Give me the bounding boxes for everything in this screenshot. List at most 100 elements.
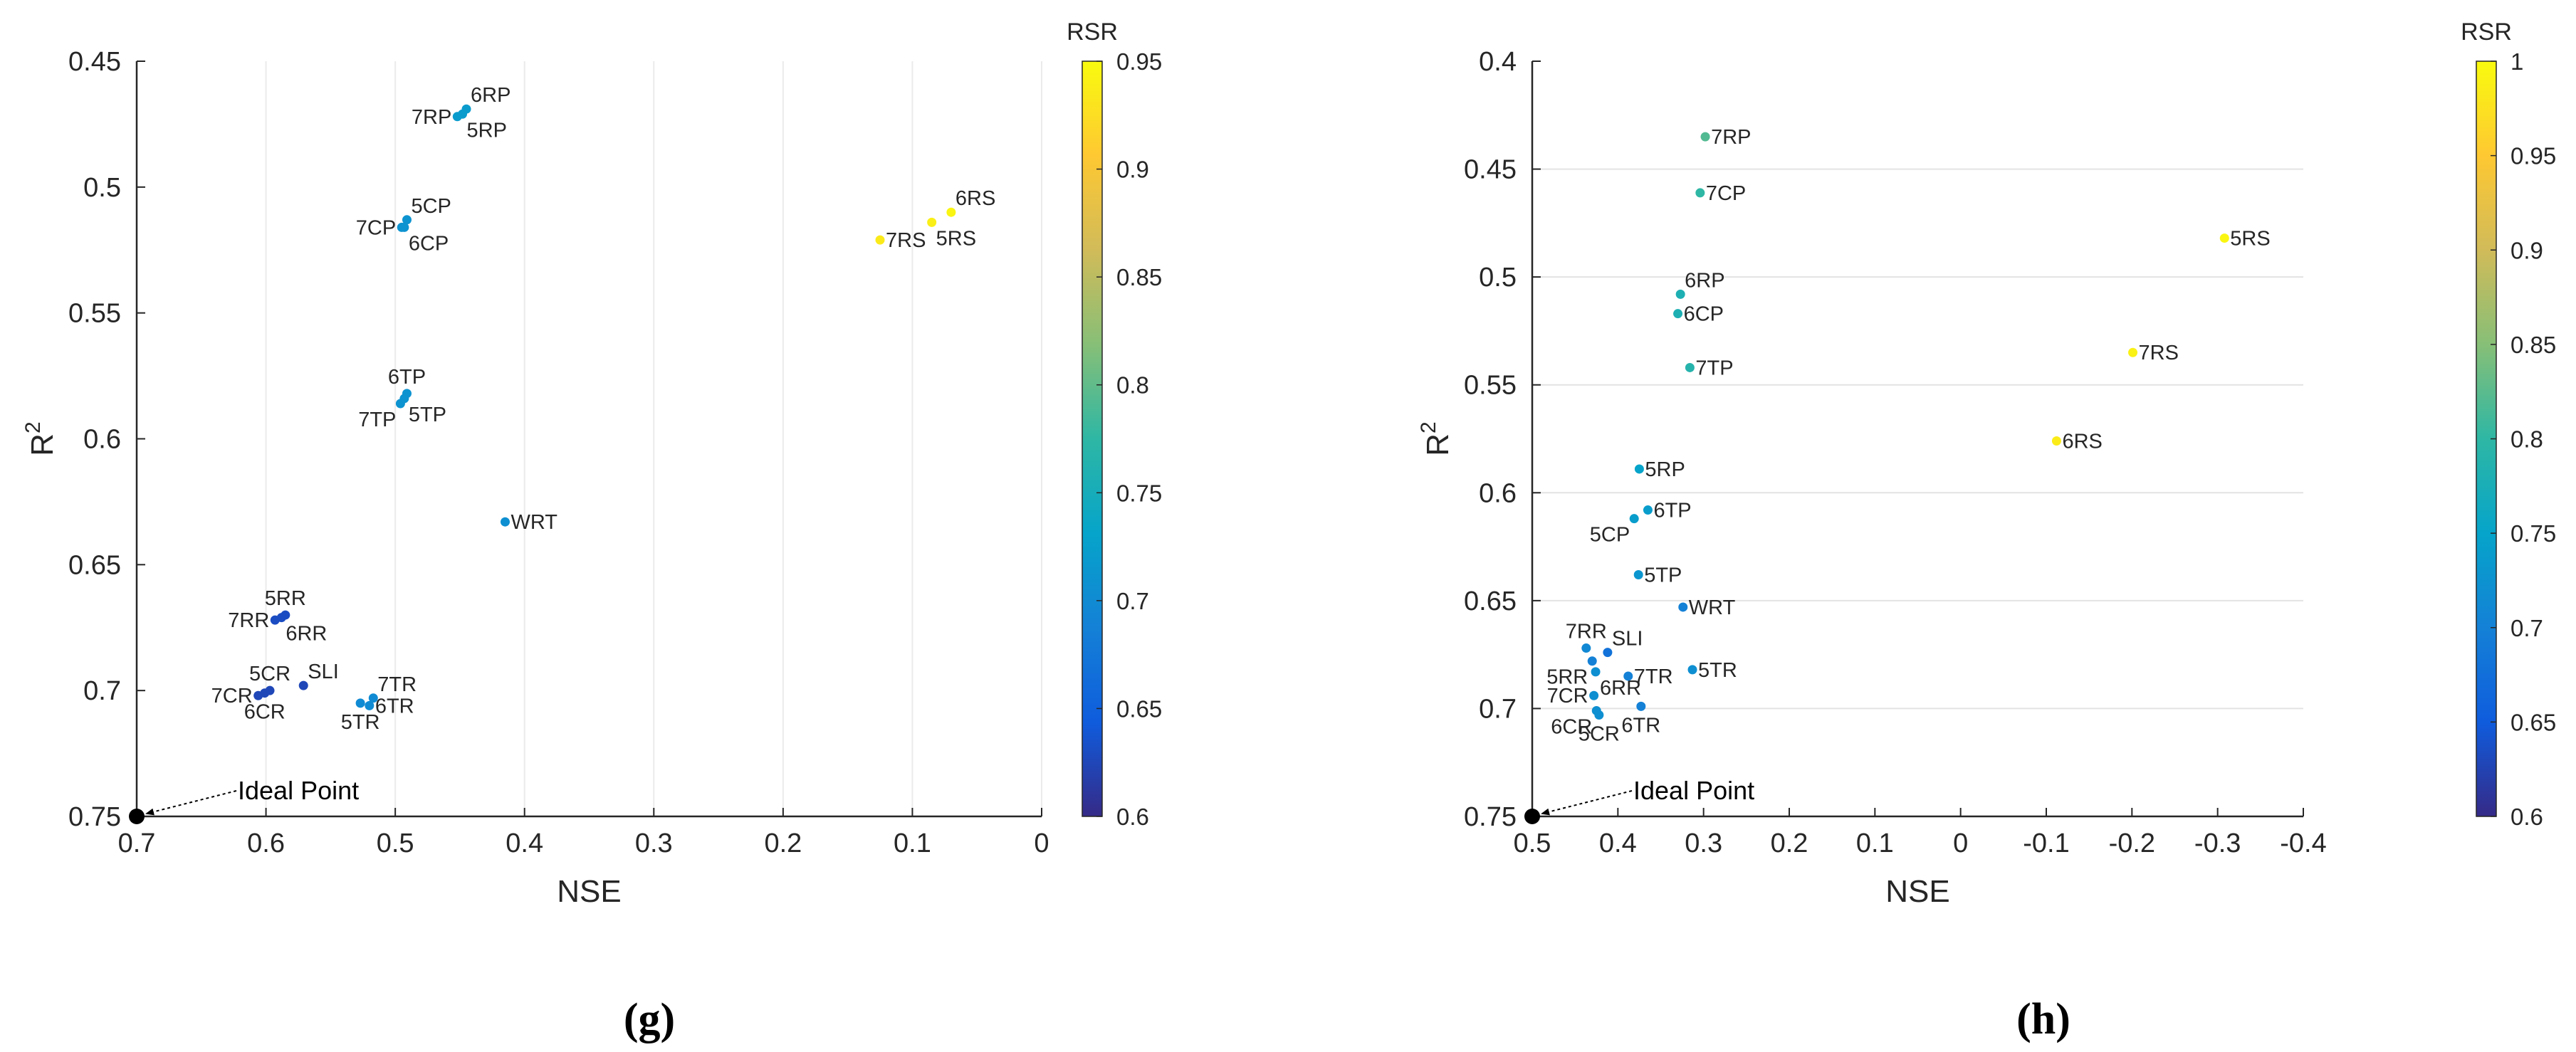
data-point-6tp (1643, 505, 1653, 515)
data-point-5tr (1687, 665, 1697, 675)
data-label-6rr: 6RR (286, 623, 327, 646)
data-point-6cp (399, 222, 409, 232)
chart-g-y-tick-label: 0.55 (68, 299, 121, 329)
data-point-wrt (500, 517, 510, 527)
data-label-7rp: 7RP (412, 106, 451, 129)
chart-h-x-tick-label: -0.4 (2280, 829, 2326, 858)
chart-g-x-tick-label: 0.3 (635, 829, 673, 858)
data-point-5rs (927, 217, 937, 227)
chart-h-axes (1531, 61, 2303, 818)
chart-h-y-tick-label: 0.65 (1464, 587, 1517, 616)
chart-h-x-tick-label: -0.2 (2109, 829, 2155, 858)
data-label-5rs: 5RS (2230, 228, 2270, 251)
data-label-5tr: 5TR (341, 711, 380, 734)
data-point-7rr (1581, 643, 1591, 653)
data-label-5tp: 5TP (409, 404, 446, 426)
colorbar-tick-label: 0.95 (1116, 48, 1162, 75)
data-point-6cr (260, 688, 270, 698)
chart-g-x-tick-label: 0.6 (247, 829, 285, 858)
chart-g-y-tick-label: 0.45 (68, 47, 121, 77)
chart-h-x-tick-label: 0.1 (1856, 829, 1894, 858)
colorbar-tick-label: 0.65 (2510, 709, 2556, 735)
chart-h-x-tick-label: 0.2 (1771, 829, 1808, 858)
data-label-5cp: 5CP (1590, 524, 1630, 547)
data-label-6tr: 6TR (375, 695, 414, 717)
chart-h-ticks: 0.5 0.4 0.3 0.2 0.1 0 -0.1 -0.2 -0.3 -0.4 0.4 0.45 0… (1464, 47, 2327, 858)
data-point-6rp (1675, 289, 1685, 299)
data-point-6rr (1591, 667, 1601, 677)
colorbar-tick-label: 0.75 (2510, 520, 2556, 547)
chart-g-x-tick-label: 0.1 (894, 829, 931, 858)
chart-h-colorbar: RSR 0.6 0.65 0.7 0.75 0.8 0.85 0.9 0.95 1 (2461, 19, 2556, 830)
data-label-7cp: 7CP (1706, 182, 1746, 205)
chart-h-panel-tag: (h) (2016, 995, 2070, 1043)
chart-h-y-tick-label: 0.5 (1479, 263, 1517, 293)
data-label-5tr: 5TR (1698, 659, 1737, 682)
data-label-7tp: 7TP (358, 409, 396, 431)
data-label-6cp: 6CP (409, 232, 449, 255)
data-point-5rs (2219, 233, 2229, 243)
data-label-5cr: 5CR (1578, 723, 1620, 746)
data-label-6rs: 6RS (2062, 431, 2102, 453)
chart-g-ideal-point: Ideal Point (129, 776, 359, 824)
data-point-6cp (1673, 309, 1683, 319)
chart-g-grid (265, 61, 1042, 816)
data-point-6tr (365, 700, 375, 710)
data-point-6rs (946, 207, 956, 217)
data-label-6rr: 6RR (1600, 677, 1641, 700)
chart-g-points: 6RP 7RP 5RP 5CP 7CP 6CP 6RS 5RS 7RS 6TP 7TP 5TP WRT 5… (211, 84, 996, 734)
data-point-5cp (1629, 514, 1639, 524)
data-point-5tr (355, 698, 365, 708)
colorbar-tick-label: 0.85 (2510, 332, 2556, 358)
data-point-6rs (2051, 436, 2061, 446)
data-point-6tr (1636, 701, 1646, 711)
data-label-6cr: 6CR (244, 701, 286, 724)
data-label-7rr: 7RR (228, 609, 269, 632)
data-point-7tp (1685, 362, 1695, 372)
chart-panel-g: 0.7 0.6 0.5 0.4 0.3 0.2 0.1 00.450.50.550.60.65… (21, 19, 1162, 1043)
colorbar-tick-label: 0.7 (1116, 588, 1149, 614)
colorbar-tick-label: 0.8 (1116, 372, 1149, 399)
chart-g-y-tick-label: 0.6 (83, 425, 121, 455)
chart-h-x-axis-label: NSE (1885, 874, 1949, 909)
chart-h-x-tick-label: 0 (1953, 829, 1968, 858)
data-point-sli (298, 680, 308, 690)
chart-g-y-tick-label: 0.75 (68, 802, 121, 832)
ideal-point-marker (1524, 809, 1540, 824)
data-label-sli: SLI (1612, 628, 1643, 651)
data-point-5rp (458, 109, 468, 119)
chart-h-y-axis-label: R2 (1417, 421, 1455, 456)
chart-h-y-tick-label: 0.4 (1479, 47, 1517, 77)
data-point-5rp (1634, 464, 1644, 474)
data-point-5cr (1594, 710, 1604, 720)
data-point-7cp (1695, 188, 1705, 198)
chart-g-x-tick-label: 0.2 (764, 829, 802, 858)
chart-g-x-tick-label: 0.4 (506, 829, 543, 858)
data-label-5rp: 5RP (467, 119, 507, 142)
ideal-point-arrow (1541, 790, 1633, 816)
chart-h-ideal-point: Ideal Point (1524, 776, 1754, 824)
colorbar-tick-label: 0.95 (2510, 143, 2556, 169)
colorbar-title: RSR (1067, 19, 1118, 46)
colorbar-tick-label: 0.7 (2510, 615, 2543, 641)
data-label-sli: SLI (308, 661, 339, 683)
data-label-6rp: 6RP (1685, 269, 1724, 292)
chart-g-x-axis-label: NSE (557, 874, 621, 909)
data-label-7tr: 7TR (1634, 666, 1673, 688)
chart-g-y-tick-label: 0.5 (83, 173, 121, 203)
colorbar-tick-label: 0.85 (1116, 264, 1162, 290)
colorbar-tick-label: 0.9 (1116, 157, 1149, 183)
data-point-6rr (276, 613, 286, 623)
ideal-point-arrow (145, 790, 237, 816)
colorbar-tick-label: 0.8 (2510, 426, 2543, 453)
colorbar-tick-label: 0.9 (2510, 237, 2543, 263)
chart-g-x-tick-label: 0.5 (377, 829, 414, 858)
chart-h-y-tick-label: 0.75 (1464, 802, 1517, 832)
chart-h-x-tick-label: -0.1 (2023, 829, 2069, 858)
data-label-6tp: 6TP (1653, 500, 1691, 522)
chart-h-x-tick-label: -0.3 (2194, 829, 2241, 858)
data-point-5tp (1633, 569, 1643, 579)
chart-h-x-tick-label: 0.3 (1685, 829, 1722, 858)
data-label-5rr: 5RR (1546, 666, 1588, 689)
